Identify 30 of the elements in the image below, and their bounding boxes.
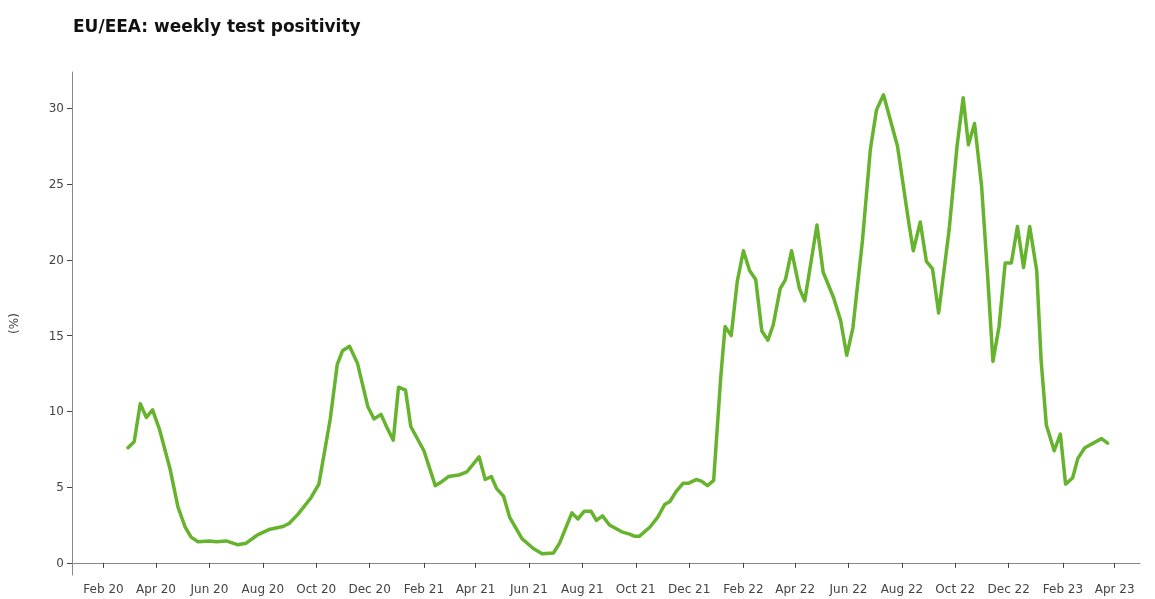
y-tick-label: 20 (48, 252, 64, 267)
x-tick-label: Aug 22 (880, 582, 924, 596)
x-tick-label: Apr 20 (136, 582, 176, 596)
y-tick-label: 30 (48, 101, 64, 116)
x-tick-label: Feb 22 (723, 582, 764, 596)
x-tick-label: Oct 21 (615, 582, 656, 596)
y-tick-label: 10 (48, 404, 64, 419)
y-tick-label: 0 (56, 555, 64, 570)
x-tick-label: Apr 22 (775, 582, 816, 596)
line-series (126, 92, 1110, 556)
x-tick-label: Jun 22 (828, 582, 868, 596)
x-tick-label: Apr 23 (1094, 582, 1135, 596)
x-tick-label: Apr 21 (455, 582, 496, 596)
x-tick-label: Jun 20 (189, 582, 229, 596)
x-tick-label: Dec 22 (987, 582, 1030, 596)
x-tick-label: Dec 20 (348, 582, 391, 596)
x-tick-label: Dec 21 (668, 582, 711, 596)
x-tick-label: Feb 23 (1042, 582, 1084, 596)
y-tick-label: 15 (48, 328, 64, 343)
x-tick-label: Jun 21 (509, 582, 548, 596)
x-tick-label: Aug 20 (241, 582, 285, 596)
y-axis-title: (%) (7, 313, 21, 334)
x-tick-label: Aug 21 (561, 582, 604, 596)
x-tick-label: Feb 20 (83, 582, 124, 596)
chart-title: EU/EEA: weekly test positivity (73, 15, 361, 36)
y-tick-label: 25 (48, 177, 64, 192)
x-tick-label: Oct 20 (296, 582, 337, 596)
x-tick-label: Feb 21 (403, 582, 445, 596)
y-tick-label: 5 (56, 480, 64, 495)
x-tick-label: Oct 22 (935, 582, 976, 596)
